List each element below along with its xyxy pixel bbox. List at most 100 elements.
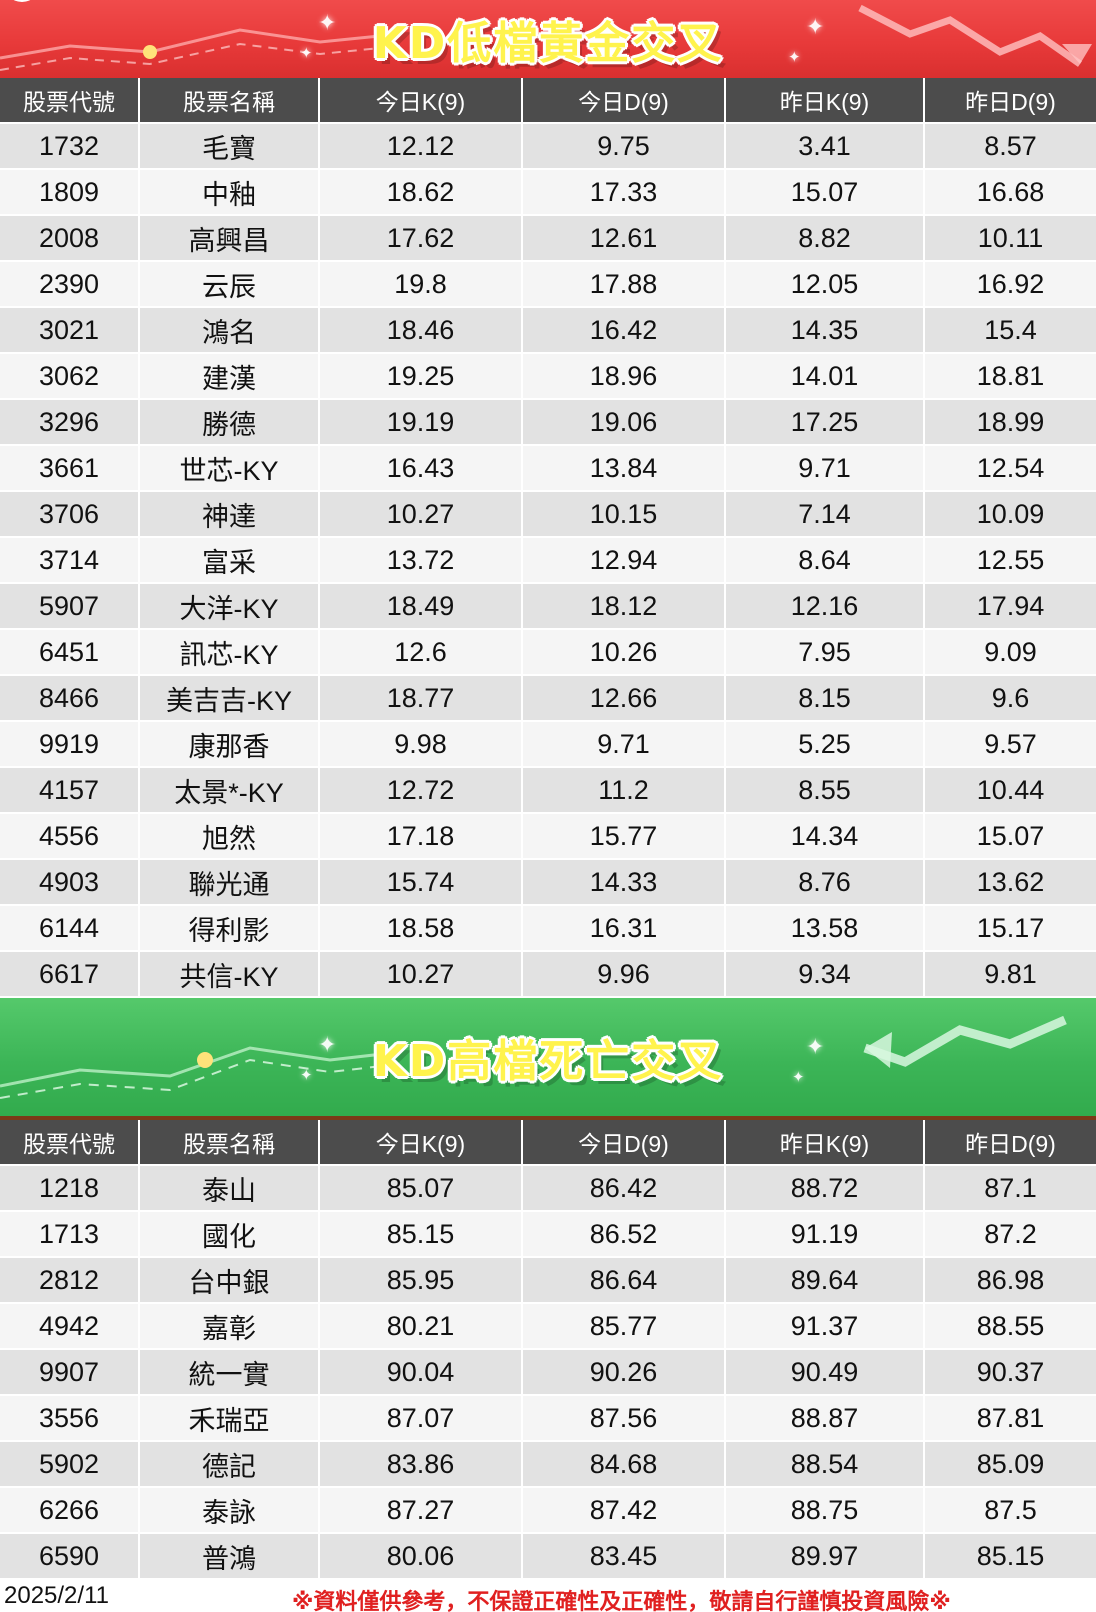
cell-yesterday-k: 88.75 (725, 1487, 925, 1534)
cell-today-d: 86.64 (522, 1257, 726, 1304)
cell-yesterday-k: 14.01 (725, 353, 925, 400)
table-body: 1732 毛寶 12.12 9.75 3.41 8.57 1809 中釉 18.62 17.33… (0, 123, 1096, 998)
cell-stock-code: 3556 (0, 1395, 140, 1442)
cell-yesterday-k: 17.25 (725, 399, 925, 446)
table-row: 3706 神達 10.27 10.15 7.14 10.09 (0, 491, 1096, 538)
cell-today-k: 17.62 (319, 215, 523, 262)
cell-yesterday-d: 9.6 (924, 675, 1096, 722)
table-row: 9907 統一實 90.04 90.26 90.49 90.37 (0, 1349, 1096, 1396)
banner-kd-golden-cross: KUA KANG SECURITIES ✦ ✦ ✦ ✦ KD低檔黃金交叉 (0, 0, 1096, 78)
cell-yesterday-d: 85.09 (924, 1441, 1096, 1488)
sparkle-icon: ✦ (806, 1034, 825, 1059)
cell-stock-name: 高興昌 (139, 215, 320, 262)
column-header-yesterday-d: 昨日D(9) (924, 78, 1096, 124)
cell-yesterday-d: 12.54 (924, 445, 1096, 492)
cell-yesterday-k: 8.82 (725, 215, 925, 262)
column-header-stock-code: 股票代號 (0, 1120, 140, 1166)
cell-stock-code: 1218 (0, 1165, 140, 1212)
cell-today-d: 10.15 (522, 491, 726, 538)
cell-yesterday-d: 87.81 (924, 1395, 1096, 1442)
cell-yesterday-d: 86.98 (924, 1257, 1096, 1304)
cell-yesterday-k: 14.34 (725, 813, 925, 860)
cell-today-d: 15.77 (522, 813, 726, 860)
cell-stock-code: 1713 (0, 1211, 140, 1258)
cell-yesterday-d: 16.68 (924, 169, 1096, 216)
cell-today-d: 13.84 (522, 445, 726, 492)
column-header-stock-code: 股票代號 (0, 78, 140, 124)
cell-stock-code: 2008 (0, 215, 140, 262)
table-header-row: 股票代號 股票名稱 今日K(9) 今日D(9) 昨日K(9) 昨日D(9) (0, 1120, 1096, 1166)
cell-today-d: 86.42 (522, 1165, 726, 1212)
cell-stock-code: 6266 (0, 1487, 140, 1534)
column-header-today-d: 今日D(9) (522, 1120, 726, 1166)
cell-today-d: 16.42 (522, 307, 726, 354)
cell-yesterday-d: 18.99 (924, 399, 1096, 446)
cell-stock-name: 富采 (139, 537, 320, 584)
table-row: 1809 中釉 18.62 17.33 15.07 16.68 (0, 169, 1096, 216)
cell-today-d: 12.61 (522, 215, 726, 262)
cell-today-d: 9.96 (522, 951, 726, 998)
cell-today-k: 16.43 (319, 445, 523, 492)
cell-stock-code: 5902 (0, 1441, 140, 1488)
cell-stock-name: 毛寶 (139, 123, 320, 170)
cell-yesterday-d: 16.92 (924, 261, 1096, 308)
column-header-yesterday-d: 昨日D(9) (924, 1120, 1096, 1166)
cell-yesterday-d: 8.57 (924, 123, 1096, 170)
cell-stock-name: 訊芯-KY (139, 629, 320, 676)
cell-today-k: 85.07 (319, 1165, 523, 1212)
cell-today-d: 19.06 (522, 399, 726, 446)
cell-yesterday-k: 91.37 (725, 1303, 925, 1350)
cell-stock-code: 1732 (0, 123, 140, 170)
table-row: 3021 鴻名 18.46 16.42 14.35 15.4 (0, 307, 1096, 354)
table-row: 3062 建漢 19.25 18.96 14.01 18.81 (0, 353, 1096, 400)
disclaimer-note: ※資料僅供參考，不保證正確性及正確性，敬請自行謹慎投資風險※ (292, 1589, 951, 1612)
sparkle-icon: ✦ (318, 1032, 337, 1057)
banner-kd-death-cross: ✦ ✦ ✦ ✦ KD高檔死亡交叉 (0, 998, 1096, 1120)
table-row: 4157 太景*-KY 12.72 11.2 8.55 10.44 (0, 767, 1096, 814)
sparkle-icon: ✦ (806, 14, 825, 39)
cell-stock-name: 大洋-KY (139, 583, 320, 630)
cell-today-k: 80.06 (319, 1533, 523, 1580)
table-row: 6451 訊芯-KY 12.6 10.26 7.95 9.09 (0, 629, 1096, 676)
cell-yesterday-d: 10.11 (924, 215, 1096, 262)
cell-stock-name: 台中銀 (139, 1257, 320, 1304)
cell-yesterday-k: 13.58 (725, 905, 925, 952)
cell-today-d: 87.56 (522, 1395, 726, 1442)
cell-stock-code: 9907 (0, 1349, 140, 1396)
cell-today-d: 84.68 (522, 1441, 726, 1488)
table-row: 9919 康那香 9.98 9.71 5.25 9.57 (0, 721, 1096, 768)
table-kd-death-cross: 股票代號 股票名稱 今日K(9) 今日D(9) 昨日K(9) 昨日D(9) 12… (0, 1120, 1096, 1580)
cell-today-k: 87.27 (319, 1487, 523, 1534)
cell-today-d: 86.52 (522, 1211, 726, 1258)
section-title: KD高檔死亡交叉 (372, 1036, 724, 1087)
cell-today-d: 90.26 (522, 1349, 726, 1396)
column-header-today-d: 今日D(9) (522, 78, 726, 124)
cell-yesterday-k: 8.64 (725, 537, 925, 584)
column-header-stock-name: 股票名稱 (139, 1120, 320, 1166)
table-row: 1218 泰山 85.07 86.42 88.72 87.1 (0, 1165, 1096, 1212)
table-row: 3714 富采 13.72 12.94 8.64 12.55 (0, 537, 1096, 584)
cell-stock-name: 美吉吉-KY (139, 675, 320, 722)
cell-yesterday-d: 9.57 (924, 721, 1096, 768)
cell-stock-code: 2812 (0, 1257, 140, 1304)
table-row: 1732 毛寶 12.12 9.75 3.41 8.57 (0, 123, 1096, 170)
cell-today-d: 85.77 (522, 1303, 726, 1350)
cell-yesterday-k: 7.14 (725, 491, 925, 538)
table-row: 2390 云辰 19.8 17.88 12.05 16.92 (0, 261, 1096, 308)
table-row: 6617 共信-KY 10.27 9.96 9.34 9.81 (0, 951, 1096, 998)
sparkle-icon: ✦ (788, 49, 801, 66)
cell-today-k: 10.27 (319, 951, 523, 998)
column-header-today-k: 今日K(9) (319, 1120, 523, 1166)
table-row: 1713 國化 85.15 86.52 91.19 87.2 (0, 1211, 1096, 1258)
footer: 2025/2/11 ※資料僅供參考，不保證正確性及正確性，敬請自行謹慎投資風險※ (0, 1580, 1096, 1612)
cell-stock-name: 旭然 (139, 813, 320, 860)
cell-stock-code: 6144 (0, 905, 140, 952)
cell-today-k: 17.18 (319, 813, 523, 860)
sparkle-icon: ✦ (792, 1069, 805, 1086)
cell-today-d: 9.75 (522, 123, 726, 170)
cell-today-d: 10.26 (522, 629, 726, 676)
cell-stock-code: 4942 (0, 1303, 140, 1350)
table-row: 2812 台中銀 85.95 86.64 89.64 86.98 (0, 1257, 1096, 1304)
column-header-stock-name: 股票名稱 (139, 78, 320, 124)
cell-today-k: 19.8 (319, 261, 523, 308)
